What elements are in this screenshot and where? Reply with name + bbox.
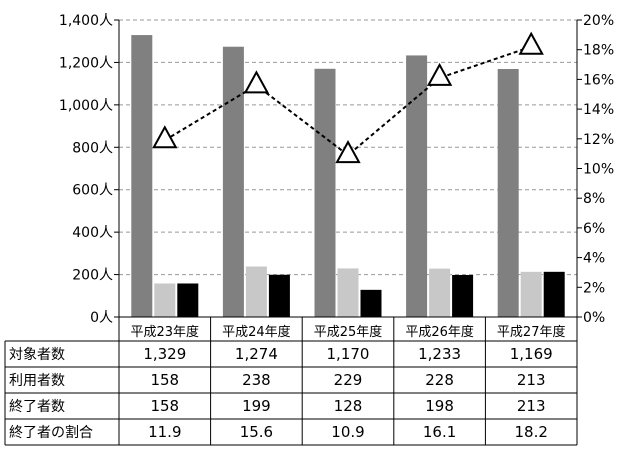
bar-1-3: [314, 68, 336, 318]
rate-marker-5: [518, 31, 544, 55]
table-cell: 1,329: [143, 345, 186, 363]
rate-marker-2: [243, 70, 270, 94]
table-cell: 238: [242, 371, 271, 389]
table-cell: 16.1: [423, 423, 456, 441]
table-cell: 199: [242, 397, 271, 415]
right-tick-label: 6%: [583, 221, 605, 237]
table-cell: 11.9: [148, 423, 181, 441]
bar-3-1: [177, 283, 199, 317]
bar-2-1: [154, 283, 176, 317]
table-cell: 213: [517, 397, 546, 415]
table-cell: 158: [150, 371, 179, 389]
bar-2-5: [520, 271, 542, 317]
category-label-2: 平成24年度: [222, 324, 291, 340]
table-cell: 1,274: [235, 345, 278, 363]
rate-line: [164, 45, 532, 157]
left-tick-label: 1,400人: [59, 13, 113, 29]
left-tick-label: 1,000人: [59, 98, 113, 114]
table-cell: 1,170: [327, 345, 370, 363]
right-tick-label: 0%: [583, 310, 605, 326]
table-cell: 1,233: [418, 345, 461, 363]
table-row-label-3: 終了者数: [9, 399, 65, 415]
table-cell: 15.6: [240, 423, 273, 441]
bar-1-2: [222, 46, 244, 317]
table-cell: 128: [334, 397, 363, 415]
table-cell: 158: [150, 397, 179, 415]
right-tick-label: 12%: [583, 132, 614, 148]
bar-2-3: [337, 268, 359, 317]
category-label-5: 平成27年度: [497, 324, 566, 340]
right-tick-label: 20%: [583, 13, 614, 29]
left-tick-label: 800人: [72, 140, 113, 156]
table-cell: 10.9: [331, 423, 364, 441]
rate-marker-3: [335, 140, 361, 164]
bar-3-2: [268, 274, 290, 317]
bar-1-5: [497, 69, 519, 317]
bar-1-1: [131, 35, 153, 318]
table-row-label-4: 終了者の割合: [9, 424, 93, 441]
category-label-1: 平成23年度: [131, 324, 200, 340]
right-tick-label: 16%: [583, 72, 614, 88]
right-tick-label: 8%: [583, 191, 605, 207]
left-tick-label: 1,200人: [59, 55, 113, 71]
right-tick-label: 2%: [583, 280, 605, 296]
table-cell: 1,169: [510, 345, 553, 363]
left-tick-label: 0人: [90, 310, 113, 326]
right-tick-label: 14%: [583, 102, 614, 118]
right-tick-label: 18%: [583, 43, 614, 59]
table-row-label-1: 対象者数: [9, 347, 65, 363]
right-tick-label: 4%: [583, 251, 605, 267]
left-tick-label: 200人: [72, 268, 113, 284]
rate-marker-4: [426, 62, 453, 86]
right-tick-label: 10%: [583, 162, 614, 178]
bar-1-4: [406, 55, 428, 317]
bar-3-3: [360, 289, 382, 317]
bar-2-4: [429, 268, 451, 317]
table-cell: 213: [517, 371, 546, 389]
rate-marker-1: [152, 125, 178, 149]
table-cell: 18.2: [514, 423, 547, 441]
bar-3-4: [452, 274, 474, 317]
left-tick-label: 400人: [72, 225, 113, 241]
bar-3-5: [543, 271, 565, 317]
bar-2-2: [245, 266, 267, 317]
table-cell: 228: [425, 371, 454, 389]
category-label-3: 平成25年度: [314, 324, 383, 340]
table-cell: 229: [334, 371, 363, 389]
category-label-4: 平成26年度: [405, 324, 474, 340]
left-tick-label: 600人: [72, 183, 113, 199]
table-row-label-2: 利用者数: [9, 373, 65, 389]
table-cell: 198: [425, 397, 454, 415]
